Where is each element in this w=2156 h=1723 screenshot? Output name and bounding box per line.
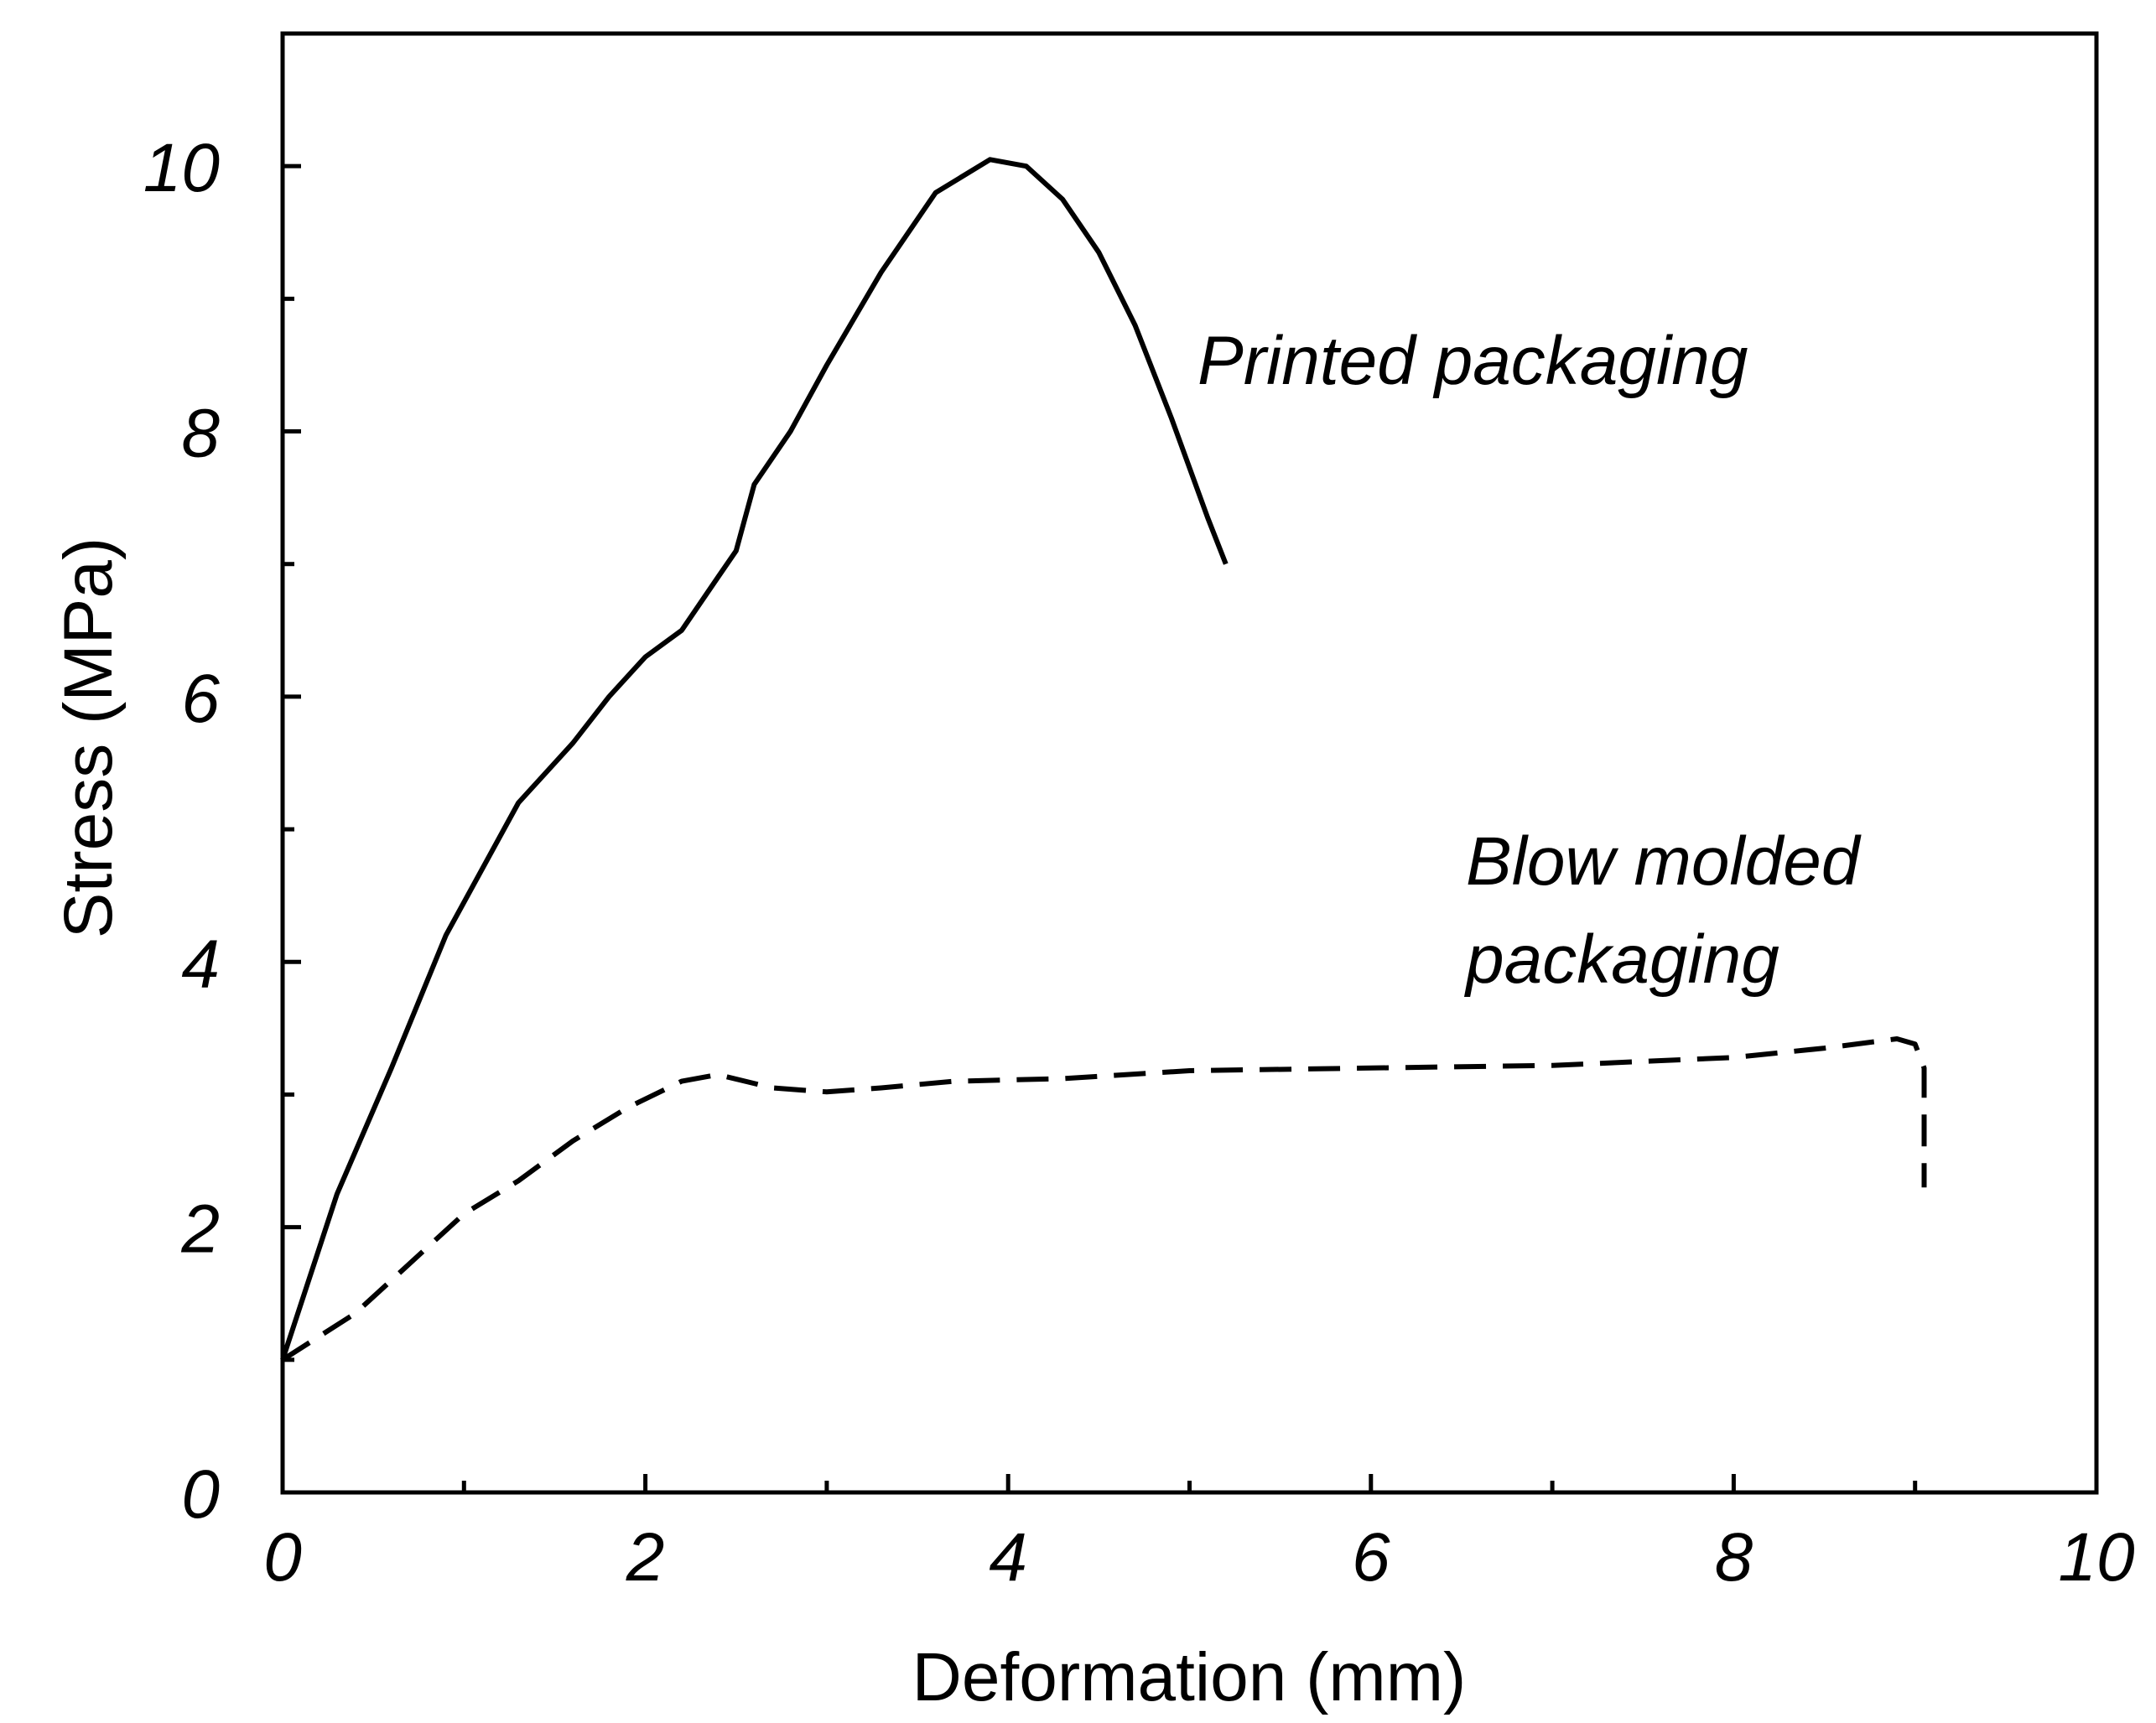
minor-ticks	[283, 296, 1918, 1492]
y-tick-label: 8	[181, 396, 220, 472]
annotation-printed-packaging: Printed packaging	[1197, 323, 1748, 399]
y-tick-label: 4	[181, 926, 220, 1002]
y-tick-label: 0	[181, 1456, 220, 1533]
x-tick-label: 6	[1352, 1519, 1390, 1596]
y-tick-labels: 0 2 4 6 8 10	[143, 130, 221, 1533]
y-tick-label: 10	[143, 130, 220, 206]
x-axis-title: Deformation (mm)	[912, 1639, 1467, 1715]
x-tick-label: 10	[2058, 1519, 2134, 1596]
x-tick-label: 4	[989, 1519, 1027, 1596]
series-layer	[280, 157, 1927, 1362]
annotation-blow-molded-line-2: packaging	[1463, 921, 1779, 998]
x-tick-labels: 0 2 4 6 8 10	[263, 1519, 2134, 1596]
y-tick-label: 2	[180, 1191, 220, 1268]
x-tick-label: 2	[626, 1519, 665, 1596]
annotation-blow-molded-line-1: Blow molded	[1466, 823, 1862, 900]
major-ticks	[283, 163, 1736, 1492]
series-line-blow	[281, 1036, 1927, 1362]
x-tick-label: 8	[1715, 1519, 1753, 1596]
y-tick-label: 6	[181, 661, 220, 737]
series-line-printed	[280, 157, 1229, 1361]
x-tick-label: 0	[263, 1519, 302, 1596]
y-axis-title: Stress (MPa)	[50, 537, 127, 938]
